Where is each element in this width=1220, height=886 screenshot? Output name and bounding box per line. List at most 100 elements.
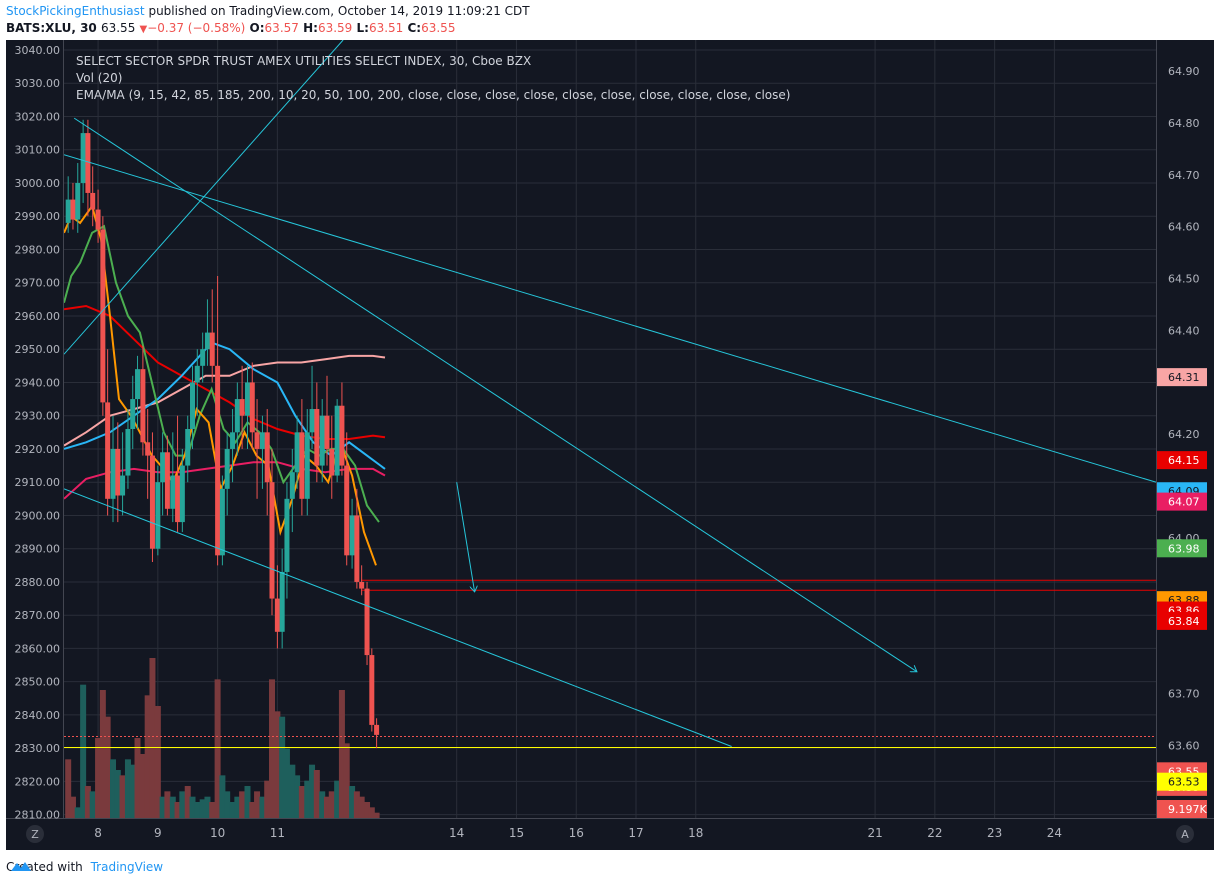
left-tick-label: 3000.00 [15,177,61,190]
candle-body [160,452,166,483]
candle-body [230,432,236,449]
x-tick-label: 24 [1047,826,1062,840]
x-tick-label: 11 [270,826,285,840]
candle-body [279,571,285,632]
volume-bar [184,786,191,818]
volume-bar [110,759,117,818]
candle-body [284,498,290,572]
left-tick-label: 2980.00 [15,243,61,256]
left-tick-label: 2830.00 [15,742,61,755]
candle-body [120,475,126,496]
candle-body [259,432,265,449]
candle-body [80,133,86,183]
left-tick-label: 2860.00 [15,642,61,655]
volume-bar [95,738,102,818]
volume-bar [319,791,326,818]
author-link[interactable]: StockPickingEnthusiast [6,4,145,18]
candle-body [105,402,111,499]
right-tick-label: 64.20 [1168,428,1200,441]
volume-bar [69,796,76,818]
volume-bar [358,796,365,818]
volume-bar [164,791,171,818]
price-label-text: 64.07 [1168,496,1200,509]
candle-body [304,432,310,499]
x-tick-label: 10 [210,826,225,840]
price-label-text: 9.197K [1168,803,1207,816]
chart-frame[interactable]: 3040.00 3030.00 3020.00 3010.00 3000.00 2990.… [6,40,1214,850]
price-label-bg [1157,539,1207,558]
price-label-text: 64.31 [1168,371,1200,384]
legend-ema: EMA/MA (9, 15, 42, 85, 185, 200, 10, 20,… [76,88,791,102]
right-tick-label: 64.60 [1168,221,1200,234]
candle-body [319,415,325,466]
volume-bar [264,780,271,818]
candle-body [90,192,96,210]
auto-scale-icon: A [1181,828,1189,841]
publish-info: StockPickingEnthusiast published on Trad… [6,4,530,18]
candle-body [324,415,330,449]
candle-body [155,482,161,549]
candle-body [314,409,320,466]
right-tick-label: 64.80 [1168,117,1200,130]
x-tick-label: 18 [688,826,703,840]
volume-bar [353,791,360,818]
candle-body [130,399,136,429]
candle-body [289,472,295,499]
candle-body [140,369,146,443]
volume-bar [373,812,380,818]
candle-body [95,209,101,230]
candle-body [244,382,250,416]
left-tick-label: 2850.00 [15,676,61,689]
left-tick-label: 2920.00 [15,443,61,456]
volume-bar [179,791,186,818]
candle-body [264,432,270,483]
candle-body [170,475,176,509]
volume-bar [279,716,286,818]
candle-body [369,655,375,725]
candle-body [185,429,191,466]
legend-volume: Vol (20) [76,71,123,85]
price-label-bg [1157,611,1207,630]
volume-bar [189,796,196,818]
candle-body [294,432,300,473]
volume-bar [99,690,106,818]
volume-bar [249,802,256,818]
left-tick-label: 2900.00 [15,509,61,522]
volume-bar [309,764,316,818]
volume-bar [199,799,206,818]
volume-bar [154,706,161,818]
candle-body [175,475,181,523]
volume-bar [89,791,96,818]
candle-body [354,515,360,582]
candle-body [359,581,365,589]
left-tick-label: 2940.00 [15,376,61,389]
left-tick-label: 3030.00 [15,77,61,90]
right-tick-label: 64.50 [1168,273,1200,286]
close-value: 63.55 [421,21,456,35]
tradingview-brand[interactable]: TradingView [90,860,164,874]
price-label: 9.197K [1157,800,1207,818]
left-tick-label: 2970.00 [15,277,61,290]
volume-bar [304,780,311,818]
open-value: 63.57 [264,21,299,35]
chart-canvas[interactable]: 3040.00 3030.00 3020.00 3010.00 3000.00 2990.… [6,40,1214,850]
price-label-text: 63.84 [1168,615,1200,628]
price-change: −0.37 (−0.58%) [147,21,246,35]
price-label: 64.15 [1157,451,1207,470]
low-value: 63.51 [368,21,404,35]
volume-bar [274,711,281,818]
volume-bar [65,759,72,818]
volume-bar [214,679,221,818]
plot-area [64,40,1156,818]
candle-body [70,199,76,220]
symbol-info: BATS:XLU, 30 63.55 ▼−0.37 (−0.58%) O:63.… [6,21,456,35]
zoom-icon-bg [26,825,44,843]
trendline [64,154,1156,483]
volume-bar [149,658,156,818]
volume-bar [119,775,126,818]
volume-bar [174,802,181,818]
left-tick-label: 3010.00 [15,144,61,157]
trendline [64,488,732,747]
symbol-name: BATS:XLU, 30 [6,21,97,35]
left-tick-label: 2910.00 [15,476,61,489]
